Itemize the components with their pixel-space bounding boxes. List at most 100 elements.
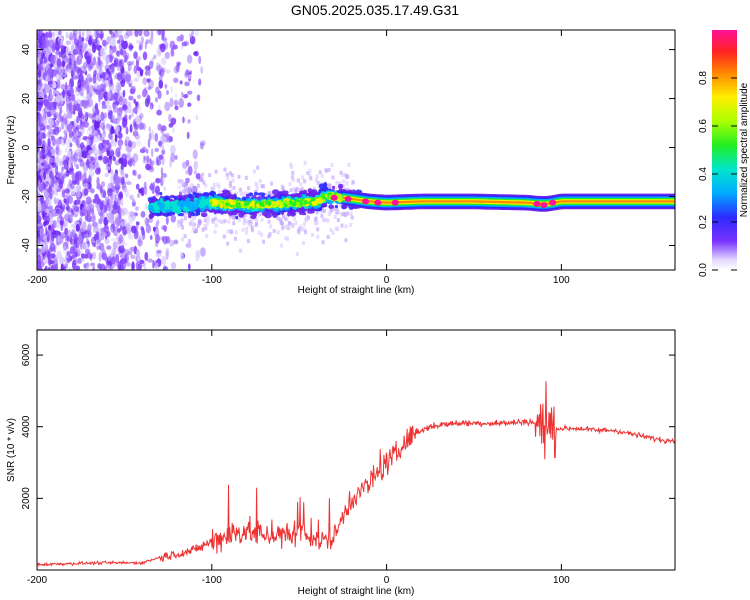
spectrogram-noise-cell [148, 67, 151, 77]
spectrogram-noise-cell [60, 138, 64, 144]
spectrogram-noise-cell [48, 224, 52, 231]
spectrogram-noise-cell [58, 236, 62, 244]
spectrogram-noise-cell [185, 177, 190, 184]
spectrogram-noise-cell [157, 140, 163, 146]
spectrogram-noise-cell [78, 217, 83, 226]
spectrogram-noise-cell [203, 218, 207, 223]
colorbar-label: Normalized spectral amplitude [739, 82, 750, 217]
spectrogram-noise-cell [187, 90, 193, 95]
spectrogram-signal-cell [272, 203, 276, 209]
spectrogram-noise-cell [38, 96, 43, 103]
spectrogram-noise-cell [54, 264, 58, 270]
spectrogram-signal-cell [157, 201, 162, 206]
spectrogram-noise-cell [245, 191, 249, 196]
spectrogram-noise-cell [57, 208, 64, 216]
spectrogram-signal-cell [323, 181, 328, 188]
spectrogram-noise-cell [161, 144, 165, 151]
spectrogram-noise-cell [50, 264, 57, 270]
spectrogram-noise-cell [182, 116, 185, 124]
spectrogram-noise-cell [349, 211, 353, 216]
spectrogram-noise-cell [139, 148, 146, 154]
spectrogram-noise-cell [74, 30, 79, 35]
spectrogram-signal-cell [275, 201, 280, 206]
spectrogram-noise-cell [133, 65, 138, 74]
spectrogram-noise-cell [162, 176, 165, 183]
spectrogram-noise-cell [154, 185, 160, 195]
spectrogram-noise-cell [142, 123, 146, 131]
spectrogram-noise-cell [303, 179, 307, 184]
spectrogram-noise-cell [250, 225, 254, 230]
spectrogram-noise-cell [170, 262, 177, 270]
spectrogram-noise-cell [228, 171, 232, 176]
spectrogram-noise-cell [124, 114, 128, 120]
spectrogram-noise-cell [200, 247, 206, 257]
spectrogram-noise-cell [185, 242, 192, 248]
spectrogram-noise-cell [321, 217, 325, 222]
spectrogram-noise-cell [155, 262, 159, 270]
spectrogram-noise-cell [77, 257, 82, 264]
spectrogram-noise-cell [344, 213, 347, 218]
spectrogram-noise-cell [148, 126, 151, 133]
spectrogram-noise-cell [84, 112, 90, 117]
spectrogram-noise-cell [105, 123, 110, 128]
spectrogram-noise-cell [181, 225, 184, 230]
snr-x-tick-label: 0 [384, 575, 390, 586]
spectrogram-noise-cell [62, 67, 66, 76]
spectrogram-noise-cell [193, 170, 197, 175]
spectrogram-noise-cell [308, 168, 312, 173]
spectrogram-noise-cell [100, 111, 105, 122]
spectrogram-noise-cell [155, 233, 160, 244]
spectrogram-noise-cell [86, 214, 92, 223]
spectrogram-signal-cell [218, 199, 224, 205]
spectrogram-noise-cell [45, 46, 52, 53]
spectrogram-noise-cell [228, 184, 232, 188]
spectrogram-noise-cell [106, 202, 111, 212]
spectrogram-noise-cell [113, 59, 117, 67]
spectrogram-noise-cell [97, 155, 103, 161]
spectrogram-noise-cell [342, 179, 346, 184]
spectrogram-noise-cell [96, 240, 101, 245]
spectrogram-noise-cell [37, 251, 42, 256]
spectrogram-noise-cell [86, 128, 92, 136]
spectrogram-noise-cell [37, 54, 42, 60]
spectrogram-noise-cell [45, 227, 48, 235]
spectrogram-noise-cell [178, 98, 184, 108]
spectrogram-noise-cell [105, 166, 111, 171]
spectrogram-noise-cell [50, 253, 56, 259]
spectrogram-noise-cell [269, 224, 273, 229]
spectrogram-noise-cell [146, 94, 151, 105]
spectrogram-noise-cell [75, 191, 81, 198]
spectrogram-noise-cell [55, 230, 59, 237]
spectrogram-noise-cell [189, 184, 193, 189]
spectrogram-noise-cell [66, 54, 72, 64]
spectrogram-noise-cell [72, 259, 76, 270]
spectrogram-noise-cell [128, 44, 134, 50]
spectrogram-noise-cell [149, 183, 155, 191]
spectrogram-noise-cell [157, 219, 160, 226]
spectrogram-noise-cell [145, 202, 148, 210]
spectrogram-noise-cell [38, 30, 44, 34]
spectrogram-signal-peak [374, 199, 382, 206]
spectrogram-noise-cell [68, 195, 73, 205]
spectrogram-noise-cell [162, 266, 169, 270]
spectrogram-noise-cell [78, 52, 82, 61]
spectrogram-noise-cell [76, 129, 79, 137]
spectrogram-noise-cell [250, 219, 253, 224]
spectrogram-noise-cell [289, 162, 293, 167]
spectrogram-noise-cell [179, 80, 183, 85]
spectrogram-noise-cell [81, 150, 88, 159]
spectrogram-noise-cell [125, 101, 131, 106]
spectrogram-noise-cell [305, 217, 309, 222]
spectrogram-noise-cell [116, 82, 122, 91]
spectrogram-noise-cell [109, 198, 114, 207]
spectrogram-noise-cell [146, 156, 150, 164]
spectrogram-noise-cell [314, 178, 318, 183]
spectrogram-noise-cell [68, 214, 72, 219]
spectrogram-noise-cell [92, 56, 97, 66]
spectrogram-noise-cell [335, 180, 339, 185]
snr-y-tick-label: 6000 [21, 344, 32, 367]
spectrogram-noise-cell [97, 57, 101, 67]
spectrogram-noise-cell [128, 159, 133, 167]
spectrogram-noise-cell [93, 148, 99, 158]
